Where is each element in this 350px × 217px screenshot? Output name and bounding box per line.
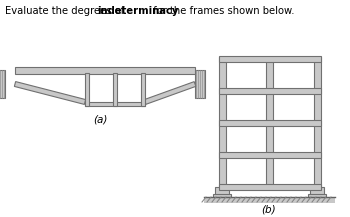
- Text: indeterminacy: indeterminacy: [97, 6, 179, 16]
- Polygon shape: [144, 82, 196, 104]
- Bar: [219, 184, 321, 190]
- Text: Evaluate the degrees of: Evaluate the degrees of: [5, 6, 127, 16]
- Text: (a): (a): [93, 114, 107, 124]
- Bar: [266, 57, 273, 187]
- Bar: [141, 73, 145, 106]
- Bar: [219, 57, 226, 187]
- Bar: [215, 187, 229, 195]
- Bar: [113, 73, 117, 106]
- Bar: [310, 187, 324, 195]
- Bar: [219, 88, 321, 94]
- Bar: [204, 197, 335, 203]
- Bar: [0, 70, 5, 98]
- Text: (b): (b): [262, 205, 276, 215]
- Bar: [15, 67, 195, 74]
- Bar: [308, 194, 326, 197]
- Bar: [219, 120, 321, 126]
- Bar: [85, 102, 145, 106]
- Bar: [85, 73, 89, 106]
- Bar: [195, 70, 205, 98]
- Bar: [314, 57, 321, 187]
- Bar: [213, 194, 231, 197]
- Bar: [219, 152, 321, 158]
- Text: for the frames shown below.: for the frames shown below.: [150, 6, 294, 16]
- Polygon shape: [14, 82, 86, 104]
- Bar: [219, 56, 321, 62]
